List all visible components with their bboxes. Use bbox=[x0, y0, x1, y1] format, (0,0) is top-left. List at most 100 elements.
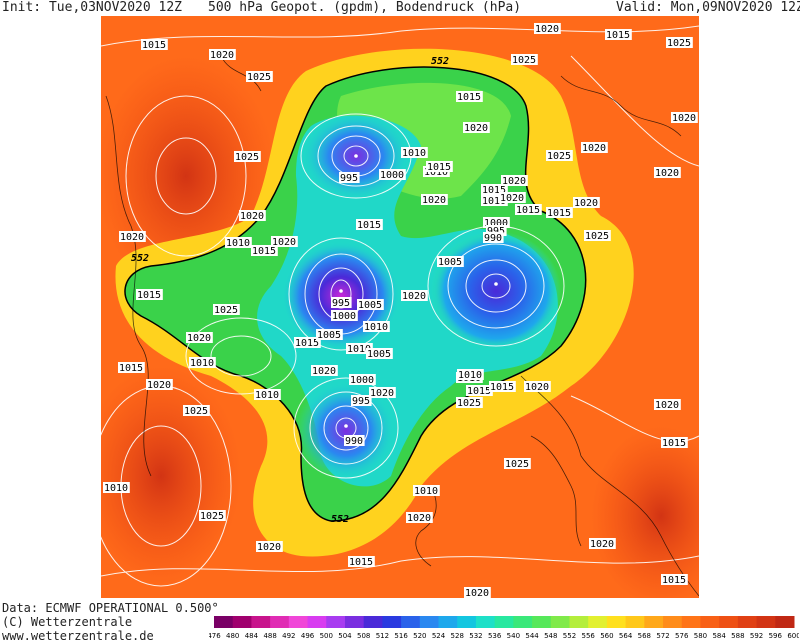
scale-swatch bbox=[663, 616, 683, 628]
pressure-label: 990 bbox=[345, 436, 363, 447]
low-center-marker bbox=[344, 424, 348, 428]
init-time: Init: Tue,03NOV2020 12Z bbox=[2, 0, 183, 15]
pressure-label: 1015 bbox=[490, 382, 514, 393]
pressure-label-box bbox=[589, 538, 616, 549]
pressure-label: 1010 bbox=[190, 358, 214, 369]
scale-tick-label: 572 bbox=[656, 632, 669, 640]
low-center-marker bbox=[339, 289, 343, 293]
pressure-label: 1010 bbox=[364, 322, 388, 333]
pressure-label: 1025 bbox=[505, 459, 529, 470]
scale-tick-label: 508 bbox=[357, 632, 370, 640]
scale-tick-label: 492 bbox=[282, 632, 295, 640]
pressure-label: 1025 bbox=[235, 152, 259, 163]
pressure-label: 1025 bbox=[667, 38, 691, 49]
pressure-label-box bbox=[366, 348, 393, 359]
pressure-label: 1015 bbox=[606, 30, 630, 41]
pressure-label: 1015 bbox=[662, 438, 686, 449]
scale-tick-label: 588 bbox=[731, 632, 744, 640]
pressure-label-box bbox=[401, 147, 428, 158]
pressure-label-box bbox=[406, 512, 433, 523]
pressure-label: 1000 bbox=[484, 218, 508, 229]
pressure-label-box bbox=[357, 299, 384, 310]
scale-swatch bbox=[775, 616, 795, 628]
website-url: www.wetterzentrale.de bbox=[2, 629, 154, 643]
scale-swatch bbox=[363, 616, 383, 628]
pressure-label-box bbox=[499, 192, 526, 203]
pressure-label-box bbox=[401, 290, 428, 301]
pressure-label: 1020 bbox=[272, 237, 296, 248]
pressure-label-box bbox=[348, 556, 375, 567]
pressure-label: 1020 bbox=[655, 168, 679, 179]
pressure-label: 1020 bbox=[672, 113, 696, 124]
pressure-label: 1015 bbox=[427, 162, 451, 173]
pressure-label-box bbox=[189, 357, 216, 368]
pressure-label-box bbox=[661, 437, 688, 448]
scale-tick-label: 476 bbox=[209, 632, 221, 640]
pressure-label: 1015 bbox=[142, 40, 166, 51]
pressure-label: 1020 bbox=[210, 50, 234, 61]
pressure-label-box bbox=[146, 379, 173, 390]
scale-tick-label: 548 bbox=[544, 632, 557, 640]
coastlines bbox=[105, 55, 699, 597]
scale-swatch bbox=[606, 616, 627, 628]
pressure-label: 1000 bbox=[380, 170, 404, 181]
pressure-label-box bbox=[339, 172, 360, 183]
pressure-label-box bbox=[515, 204, 542, 215]
scale-tick-label: 540 bbox=[507, 632, 520, 640]
scale-tick-label: 596 bbox=[769, 632, 783, 640]
pressure-label: 1015 bbox=[295, 338, 319, 349]
pressure-label: 1010 bbox=[226, 238, 250, 249]
pressure-label: 1010 bbox=[255, 390, 279, 401]
pressure-label-box bbox=[504, 458, 531, 469]
scale-swatch bbox=[550, 616, 570, 628]
scale-swatch bbox=[644, 616, 664, 628]
scale-swatch bbox=[232, 616, 252, 628]
pressure-label-box bbox=[463, 122, 490, 133]
pressure-label-box bbox=[356, 219, 383, 230]
scale-tick-label: 480 bbox=[226, 632, 239, 640]
scale-tick-label: 564 bbox=[619, 632, 633, 640]
scale-tick-label: 516 bbox=[394, 632, 408, 640]
pressure-label: 995 bbox=[332, 298, 350, 309]
pressure-label: 1015 bbox=[357, 220, 381, 231]
scale-tick-label: 556 bbox=[582, 632, 596, 640]
scale-tick-label: 584 bbox=[712, 632, 726, 640]
pressure-label-box bbox=[186, 332, 213, 343]
pressure-label-box bbox=[379, 169, 406, 180]
scale-swatch bbox=[719, 616, 739, 628]
scale-tick-label: 504 bbox=[338, 632, 352, 640]
pressure-label: 995 bbox=[340, 173, 358, 184]
scale-tick-label: 576 bbox=[675, 632, 689, 640]
pressure-label-box bbox=[311, 365, 338, 376]
scale-swatch bbox=[532, 616, 552, 628]
scale-swatch bbox=[288, 616, 309, 628]
scale-swatch bbox=[251, 616, 271, 628]
pressure-label-box bbox=[456, 91, 483, 102]
pressure-label: 1005 bbox=[317, 330, 341, 341]
pressure-label: 1020 bbox=[582, 143, 606, 154]
pressure-label-box bbox=[481, 195, 508, 206]
pressure-label-box bbox=[225, 237, 252, 248]
pressure-label-box bbox=[344, 435, 365, 446]
pressure-label: 1010 bbox=[402, 148, 426, 159]
pressure-label: 1015 bbox=[547, 208, 571, 219]
pressure-label-box bbox=[346, 343, 373, 354]
pressure-label: 1025 bbox=[547, 151, 571, 162]
pressure-label-box bbox=[251, 245, 278, 256]
pressure-label-box bbox=[331, 310, 358, 321]
data-source: Data: ECMWF OPERATIONAL 0.500° bbox=[2, 601, 219, 615]
pressure-label: 1015 bbox=[482, 185, 506, 196]
low-center-marker bbox=[354, 154, 358, 158]
pressure-label-box bbox=[483, 232, 504, 243]
pressure-label: 1000 bbox=[350, 375, 374, 386]
scale-swatch bbox=[625, 616, 645, 628]
pressure-label: 1020 bbox=[465, 588, 489, 598]
pressure-label-box bbox=[136, 289, 163, 300]
pressure-label-box bbox=[103, 482, 130, 493]
high-southeast bbox=[591, 426, 699, 598]
pressure-label: 1020 bbox=[590, 539, 614, 550]
pressure-label-box bbox=[573, 197, 600, 208]
pressure-label-box bbox=[413, 485, 440, 496]
pressure-label: 1005 bbox=[367, 349, 391, 360]
pressure-label-box bbox=[483, 217, 510, 228]
